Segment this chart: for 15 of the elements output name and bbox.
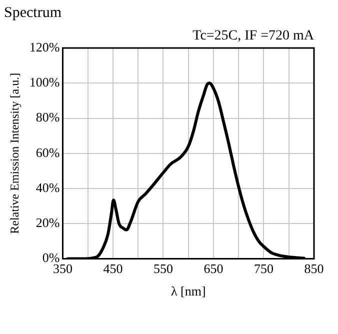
x-tick-label: 650	[204, 261, 224, 276]
y-tick-label: 120%	[29, 39, 60, 54]
x-axis-title: λ [nm]	[170, 284, 206, 299]
text: Tc=25C, IF =720 mA	[192, 28, 315, 44]
x-tick-label: 550	[153, 261, 173, 276]
x-tick-label: 850	[304, 261, 324, 276]
y-tick-label: 100%	[29, 74, 60, 90]
x-tick-label: 450	[103, 261, 123, 276]
x-tick-label: 750	[254, 261, 274, 276]
y-tick-label: 80%	[36, 110, 60, 125]
chart-title: Spectrum	[4, 4, 62, 21]
y-axis-title: Relative Emission Intensity [a.u.]	[7, 72, 22, 234]
y-tick-label: 40%	[36, 180, 60, 195]
y-tick-label: 20%	[36, 215, 60, 230]
y-tick-label: 60%	[36, 144, 60, 160]
